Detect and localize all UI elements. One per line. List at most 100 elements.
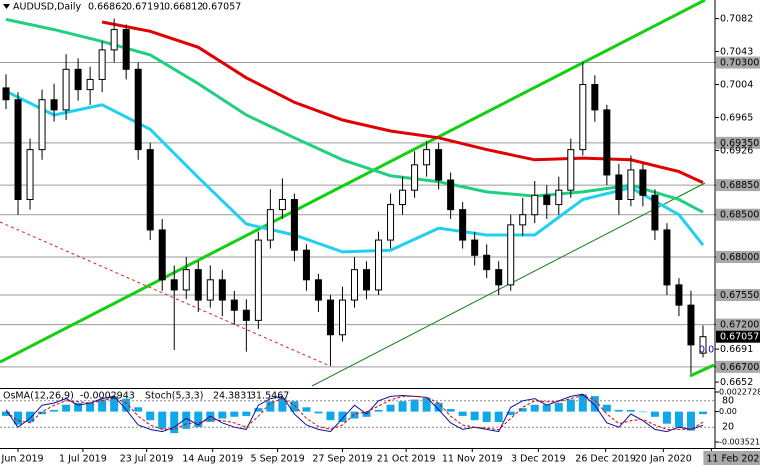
candle-body <box>38 99 46 151</box>
osma-title: OsMA(12,26,9) <box>3 391 74 402</box>
osma-bar <box>494 411 503 422</box>
osma-bar <box>86 402 95 412</box>
moving-average <box>101 20 704 184</box>
osma-bar <box>410 399 419 412</box>
candle-body <box>98 49 106 80</box>
osma-bar <box>518 408 527 412</box>
candle-body <box>110 29 118 51</box>
y-tick-label: 0.6691 <box>720 344 753 355</box>
stoch-signal-value: 31.5467 <box>250 391 289 402</box>
candle-body <box>122 29 130 70</box>
stoch-tick-label: 20 <box>722 422 734 433</box>
osma-bar <box>338 411 347 422</box>
osma-bar <box>134 407 143 412</box>
level-label-box <box>716 208 760 221</box>
x-tick-label: 3 Dec 2019 <box>511 454 566 465</box>
candle-body <box>483 254 491 271</box>
oscillator-layer <box>0 393 715 434</box>
x-tick-label: 11 Nov 2019 <box>442 454 503 465</box>
y-tick-label: 0.70300 <box>720 58 759 69</box>
level-label-box <box>716 56 760 69</box>
candle-body <box>62 68 70 111</box>
osma-bar <box>434 402 443 412</box>
annotation: 0.0 <box>699 345 714 356</box>
y-tick-label: 0.68850 <box>720 180 759 191</box>
y-tick-label: 0.6965 <box>720 112 753 123</box>
candle-body <box>182 269 190 291</box>
osma-bar <box>242 411 251 416</box>
candle-body <box>26 149 34 200</box>
osma-bar <box>374 409 383 412</box>
y-tick-label: 0.69350 <box>720 138 759 149</box>
candle-body <box>338 299 346 336</box>
osma-bar <box>590 396 599 412</box>
stoch-main <box>5 393 704 433</box>
osma-bar <box>158 411 167 429</box>
osma-bar <box>326 411 335 421</box>
level-label-box <box>716 136 760 149</box>
level-label-box <box>716 318 760 331</box>
candle-body <box>158 229 166 281</box>
osma-bar <box>170 411 179 434</box>
candle-body <box>699 336 707 354</box>
chart-title: AUDUSD,Daily <box>13 2 82 13</box>
last-price-label: 0.67057 <box>720 332 759 343</box>
osma-bar <box>578 394 587 412</box>
level-label-box <box>716 179 760 192</box>
candle-body <box>579 84 587 151</box>
osma-bar <box>626 409 635 412</box>
osma-bar <box>74 402 83 412</box>
candle-body <box>687 304 695 346</box>
level-label-box <box>716 289 760 302</box>
candle-body <box>218 279 226 301</box>
candle-body <box>399 189 407 206</box>
icon <box>3 4 10 9</box>
candle-body <box>50 99 58 111</box>
osma-bar <box>26 411 35 422</box>
x-tick-label: 21 Oct 2019 <box>377 454 436 465</box>
osma-bar <box>182 411 191 429</box>
y-tick-label: 0.7082 <box>720 14 753 25</box>
candle-body <box>447 179 455 211</box>
candle-body <box>350 269 358 301</box>
x-tick-label: 1 Jul 2019 <box>59 454 107 465</box>
candle-body <box>651 194 659 231</box>
osma-bar <box>662 411 671 424</box>
candle-body <box>14 99 22 200</box>
ohlc-high: 0.67191 <box>126 2 165 13</box>
level-label-box <box>716 250 760 263</box>
candle-body <box>555 189 563 206</box>
candle-body <box>242 309 250 321</box>
osma-bar <box>398 401 407 412</box>
moving-average <box>5 89 705 254</box>
osma-bar <box>146 411 155 421</box>
osma-bar <box>314 411 323 414</box>
osma-bar <box>38 411 47 415</box>
axis-layer: 0.70820.70430.703000.70040.69650.693500.… <box>0 14 760 465</box>
osma-bar <box>14 411 23 425</box>
candle-body <box>615 174 623 200</box>
osma-bar <box>566 399 575 412</box>
osma-bar <box>638 411 647 413</box>
osma-bar <box>674 411 683 428</box>
candle-body <box>302 249 310 281</box>
last-price-box <box>716 330 760 343</box>
osma-bar <box>386 404 395 412</box>
candle-body <box>567 149 575 191</box>
osc-tick-label: 0.00227288 <box>719 388 760 397</box>
candle-body <box>495 269 503 286</box>
candle-layer <box>2 18 707 374</box>
y-tick-label: 0.66700 <box>720 362 759 373</box>
level-label-box <box>716 360 760 373</box>
osma-bar <box>2 411 11 416</box>
candle-body <box>423 149 431 166</box>
y-tick-label: 0.6652 <box>720 377 753 388</box>
x-tick-label: 27 Sep 2019 <box>312 454 372 465</box>
stoch-tick-label: 80 <box>722 395 734 406</box>
x-tick-label: 20 Jan 2020 <box>635 454 692 465</box>
candle-body <box>375 239 383 291</box>
osma-bar <box>422 397 431 412</box>
y-tick-label: 0.7043 <box>720 47 753 58</box>
candle-body <box>531 194 539 216</box>
